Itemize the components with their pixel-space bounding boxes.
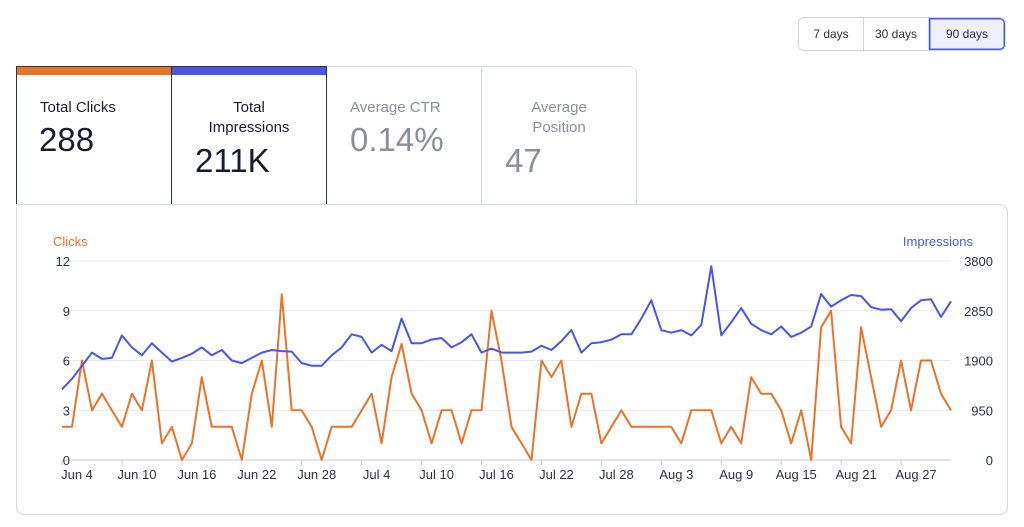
total-impressions-label-line1: Total [233,99,265,116]
total-clicks-value: 288 [39,121,95,158]
x-tick-label: Aug 9 [719,467,753,482]
left-tick-label: 0 [63,453,70,468]
performance-line-chart[interactable]: 0 3 6 9 12 0 950 1900 2850 3800 Clicks Impressions J… [17,205,1007,514]
total-impressions-label-line2: Impressions [208,119,290,136]
left-tick-label: 12 [56,254,70,269]
x-tick-label: Jul 4 [363,467,390,482]
x-tick-label: Jun 16 [177,467,216,482]
x-tick-label: Jul 28 [599,467,634,482]
x-tick-label: Jul 10 [419,467,454,482]
impressions-axis-title: Impressions [903,234,974,249]
x-tick-label: Aug 3 [659,467,693,482]
impressions-series-line [61,265,952,390]
left-tick-label: 6 [63,354,70,369]
x-tick-label: Aug 15 [776,467,817,482]
clicks-color-bar [17,67,171,75]
average-position-label-line1: Average [531,99,587,116]
total-clicks-label: Total Clicks [40,99,116,116]
x-tick-label: Jun 22 [237,467,276,482]
right-tick-label: 1900 [964,354,993,369]
chart-series [61,265,952,461]
x-tick-label: Jun 10 [117,467,156,482]
average-position-label-line2: Position [532,119,586,136]
performance-chart-panel: 0 3 6 9 12 0 950 1900 2850 3800 Clicks Impressions J… [16,204,1008,515]
total-clicks-card[interactable]: Total Clicks 288 [16,66,171,205]
clicks-series-line [62,293,952,461]
average-ctr-value: 0.14% [350,121,444,158]
average-position-card[interactable]: Average Position 47 [482,66,637,205]
range-7-days-button[interactable]: 7 days [799,18,864,50]
total-impressions-card[interactable]: Total Impressions 211K [171,66,327,205]
average-ctr-label: Average CTR [350,99,441,116]
chart-axes: 0 3 6 9 12 0 950 1900 2850 3800 Clicks Impressions J… [53,234,993,482]
average-position-value: 47 [505,142,542,179]
date-range-selector: 7 days 30 days 90 days [798,17,1006,51]
right-tick-label: 2850 [964,304,993,319]
right-tick-label: 0 [986,453,993,468]
left-tick-label: 3 [63,403,70,418]
clicks-axis-title: Clicks [53,234,88,249]
total-impressions-value: 211K [195,142,270,179]
average-ctr-card[interactable]: Average CTR 0.14% [327,66,482,205]
x-tick-label: Jun 28 [297,467,336,482]
x-tick-label: Jun 4 [61,467,93,482]
x-tick-label: Jul 22 [539,467,574,482]
range-90-days-button[interactable]: 90 days [929,18,1005,50]
range-30-days-button[interactable]: 30 days [864,18,929,50]
impressions-color-bar [172,67,326,75]
right-tick-label: 950 [971,403,993,418]
left-tick-label: 9 [63,304,70,319]
right-tick-label: 3800 [964,254,993,269]
x-tick-label: Aug 21 [836,467,877,482]
x-tick-label: Aug 27 [895,467,936,482]
chart-grid [62,260,951,461]
x-tick-label: Jul 16 [479,467,514,482]
